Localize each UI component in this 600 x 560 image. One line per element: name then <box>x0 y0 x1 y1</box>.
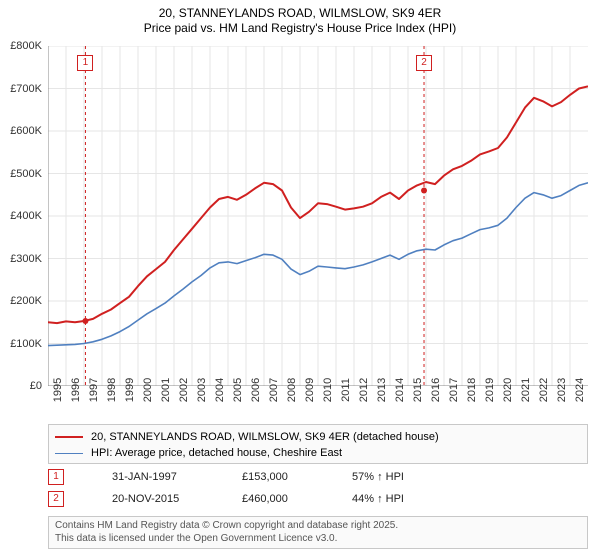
sales-table: 1 31-JAN-1997 £153,000 57% ↑ HPI 2 20-NO… <box>48 466 588 510</box>
x-tick-label: 2004 <box>214 378 226 402</box>
sales-price-2: £460,000 <box>242 493 352 505</box>
legend-row-property: 20, STANNEYLANDS ROAD, WILMSLOW, SK9 4ER… <box>55 429 581 445</box>
y-tick-label: £100K <box>0 338 42 350</box>
sale-marker-box: 1 <box>77 55 93 71</box>
sale-marker-box: 2 <box>416 55 432 71</box>
x-tick-label: 2013 <box>376 378 388 402</box>
x-tick-label: 2023 <box>556 378 568 402</box>
x-tick-label: 2018 <box>466 378 478 402</box>
y-tick-label: £200K <box>0 295 42 307</box>
x-tick-label: 1997 <box>88 378 100 402</box>
legend-box: 20, STANNEYLANDS ROAD, WILMSLOW, SK9 4ER… <box>48 424 588 464</box>
x-tick-label: 2024 <box>574 378 586 402</box>
chart-container: 20, STANNEYLANDS ROAD, WILMSLOW, SK9 4ER… <box>0 0 600 560</box>
sales-row-2: 2 20-NOV-2015 £460,000 44% ↑ HPI <box>48 488 588 510</box>
chart-area: £0£100K£200K£300K£400K£500K£600K£700K£80… <box>48 46 588 386</box>
legend-swatch-property <box>55 436 83 438</box>
sales-marker-2: 2 <box>48 491 64 507</box>
sales-pct-1: 57% ↑ HPI <box>352 471 472 483</box>
footer-box: Contains HM Land Registry data © Crown c… <box>48 516 588 549</box>
x-tick-label: 2011 <box>340 378 352 402</box>
y-tick-label: £0 <box>0 380 42 392</box>
x-tick-label: 2000 <box>142 378 154 402</box>
x-tick-label: 2003 <box>196 378 208 402</box>
x-tick-label: 2021 <box>520 378 532 402</box>
x-tick-label: 2017 <box>448 378 460 402</box>
legend-swatch-hpi <box>55 453 83 454</box>
x-tick-label: 2022 <box>538 378 550 402</box>
x-tick-label: 1998 <box>106 378 118 402</box>
sales-date-1: 31-JAN-1997 <box>112 471 242 483</box>
legend-label-hpi: HPI: Average price, detached house, Ches… <box>91 447 342 459</box>
sales-marker-1: 1 <box>48 469 64 485</box>
y-tick-label: £700K <box>0 83 42 95</box>
x-tick-label: 2007 <box>268 378 280 402</box>
y-tick-label: £400K <box>0 210 42 222</box>
x-tick-label: 2005 <box>232 378 244 402</box>
x-tick-label: 2002 <box>178 378 190 402</box>
sales-row-1: 1 31-JAN-1997 £153,000 57% ↑ HPI <box>48 466 588 488</box>
x-tick-label: 2016 <box>430 378 442 402</box>
y-tick-label: £600K <box>0 125 42 137</box>
x-tick-label: 1996 <box>70 378 82 402</box>
y-tick-label: £800K <box>0 40 42 52</box>
footer-line-1: Contains HM Land Registry data © Crown c… <box>55 520 581 533</box>
x-tick-label: 1995 <box>52 378 64 402</box>
x-tick-label: 2014 <box>394 378 406 402</box>
chart-svg <box>48 46 588 386</box>
x-tick-label: 2009 <box>304 378 316 402</box>
legend-row-hpi: HPI: Average price, detached house, Ches… <box>55 445 581 461</box>
sales-price-1: £153,000 <box>242 471 352 483</box>
sales-pct-2: 44% ↑ HPI <box>352 493 472 505</box>
x-tick-label: 2019 <box>484 378 496 402</box>
x-tick-label: 2010 <box>322 378 334 402</box>
title-line-1: 20, STANNEYLANDS ROAD, WILMSLOW, SK9 4ER <box>0 6 600 21</box>
title-block: 20, STANNEYLANDS ROAD, WILMSLOW, SK9 4ER… <box>0 0 600 36</box>
legend-label-property: 20, STANNEYLANDS ROAD, WILMSLOW, SK9 4ER… <box>91 431 439 443</box>
y-tick-label: £300K <box>0 253 42 265</box>
footer-line-2: This data is licensed under the Open Gov… <box>55 533 581 546</box>
x-tick-label: 1999 <box>124 378 136 402</box>
x-tick-label: 2015 <box>412 378 424 402</box>
x-tick-label: 2020 <box>502 378 514 402</box>
y-tick-label: £500K <box>0 168 42 180</box>
sales-date-2: 20-NOV-2015 <box>112 493 242 505</box>
x-tick-label: 2006 <box>250 378 262 402</box>
x-tick-label: 2001 <box>160 378 172 402</box>
x-tick-label: 2012 <box>358 378 370 402</box>
x-tick-label: 2008 <box>286 378 298 402</box>
title-line-2: Price paid vs. HM Land Registry's House … <box>0 21 600 36</box>
